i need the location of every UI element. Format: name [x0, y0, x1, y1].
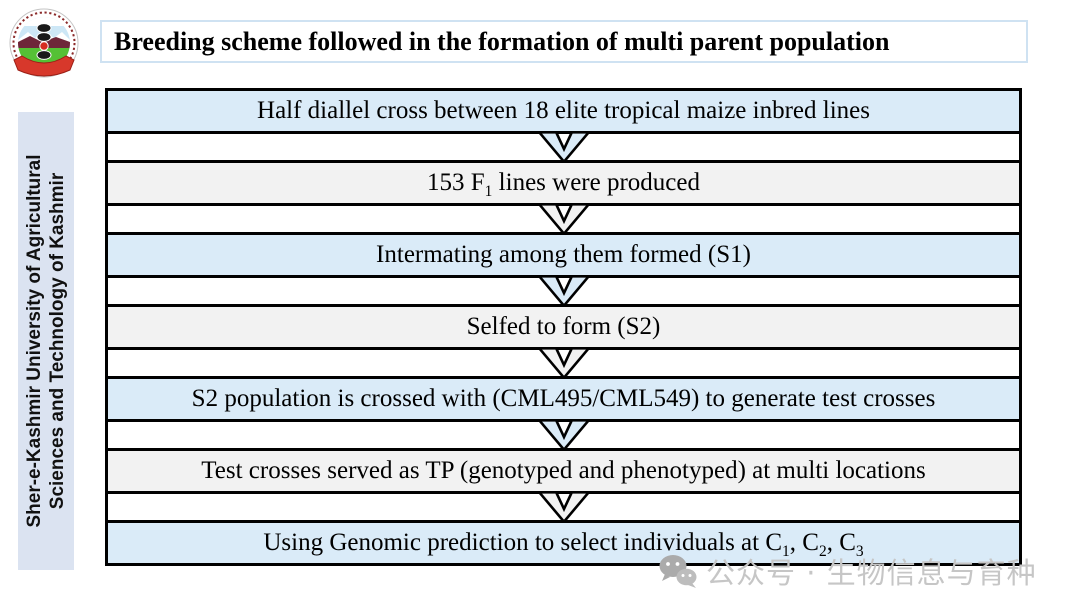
flow-connector: [108, 203, 1019, 235]
university-logo: [9, 8, 79, 78]
row-divider: [108, 419, 1019, 422]
flow-step-6: Test crosses served as TP (genotyped and…: [108, 451, 1019, 491]
flow-connector: [108, 419, 1019, 451]
sidebar-banner: Sher-e-Kashmir University of Agricultura…: [18, 112, 74, 570]
chevron-down-arrow-icon: [537, 347, 590, 379]
row-divider: [108, 275, 1019, 278]
flow-step-label: Intermating among them formed (S1): [376, 241, 751, 268]
flow-step-1: Half diallel cross between 18 elite trop…: [108, 91, 1019, 131]
emblem-chinar-leaves: [36, 23, 52, 60]
flow-connector: [108, 275, 1019, 307]
flow-step-label: Using Genomic prediction to select indiv…: [263, 529, 864, 560]
flow-step-5: S2 population is crossed with (CML495/CM…: [108, 379, 1019, 419]
flow-step-label: Selfed to form (S2): [466, 313, 661, 340]
sidebar-line-2: Sciences and Technology of Kashmir: [47, 172, 68, 510]
row-divider: [108, 347, 1019, 350]
flow-connector: [108, 131, 1019, 163]
emblem-ribbon: [13, 55, 75, 77]
flow-step-label: Test crosses served as TP (genotyped and…: [201, 457, 926, 484]
flow-step-label: Half diallel cross between 18 elite trop…: [257, 97, 870, 124]
chevron-down-arrow-icon: [537, 275, 590, 307]
flow-step-2: 153 F1 lines were produced: [108, 163, 1019, 203]
row-divider: [108, 203, 1019, 206]
row-divider: [108, 491, 1019, 494]
slide-title-text: Breeding scheme followed in the formatio…: [114, 26, 890, 56]
flow-connector: [108, 491, 1019, 523]
wechat-icon: [659, 555, 697, 588]
sidebar-line-1: Sher-e-Kashmir University of Agricultura…: [24, 154, 45, 528]
flow-step-4: Selfed to form (S2): [108, 307, 1019, 347]
flow-step-7: Using Genomic prediction to select indiv…: [108, 523, 1019, 563]
watermark: 公众号 · 生物信息与育种: [658, 550, 1037, 592]
chevron-down-arrow-icon: [537, 203, 590, 235]
chevron-down-arrow-icon: [537, 491, 590, 523]
row-divider: [108, 131, 1019, 134]
flow-step-label: 153 F1 lines were produced: [427, 169, 700, 200]
watermark-text: 公众号 · 生物信息与育种: [706, 556, 1037, 590]
chevron-down-arrow-icon: [537, 419, 590, 451]
slide-title: Breeding scheme followed in the formatio…: [100, 20, 1028, 63]
flow-step-label: S2 population is crossed with (CML495/CM…: [191, 385, 936, 412]
chevron-down-arrow-icon: [537, 131, 590, 163]
breeding-scheme-flowchart: Half diallel cross between 18 elite trop…: [105, 88, 1022, 566]
flow-step-3: Intermating among them formed (S1): [108, 235, 1019, 275]
flow-connector: [108, 347, 1019, 379]
